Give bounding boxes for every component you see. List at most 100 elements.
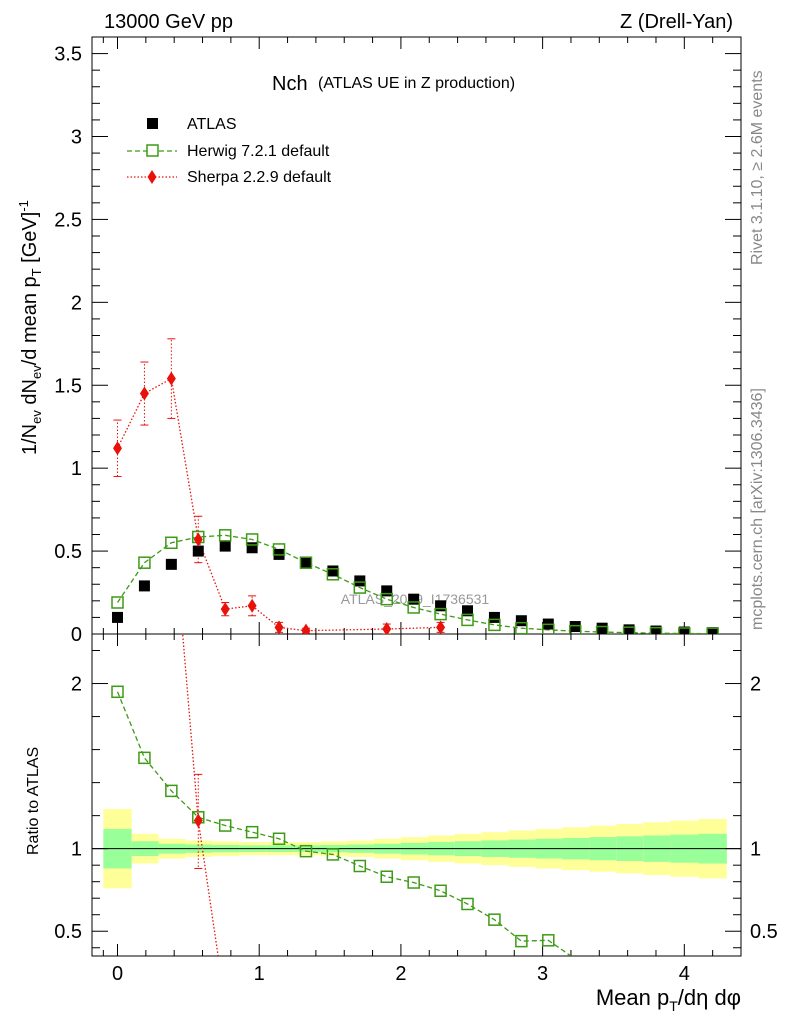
ratio-herwig-point [380, 870, 393, 883]
legend-label-sherpa: Sherpa 2.2.9 default [187, 169, 332, 186]
herwig-line [116, 534, 713, 634]
herwig-point [515, 621, 528, 634]
y-tick-label: 1.5 [54, 375, 82, 397]
xlabel-part-a-sub: T [669, 998, 678, 1014]
y-tick-label: 2.5 [54, 209, 82, 231]
herwig-point [488, 618, 501, 632]
atlas-point [435, 600, 447, 612]
ylabel-part-b: dN [19, 379, 41, 410]
atlas-point [408, 593, 420, 605]
ratio-frame [91, 633, 742, 957]
herwig-point [326, 568, 340, 581]
sherpa-point [247, 598, 257, 613]
atlas-point [462, 605, 474, 617]
atlas-point [354, 575, 366, 587]
herwig-point [165, 536, 178, 550]
ratio-herwig-point [488, 913, 501, 926]
atlas-point [596, 622, 608, 634]
atlas-point [192, 545, 204, 557]
x-tick-label: 4 [679, 963, 690, 985]
atlas-point [488, 611, 500, 623]
ylabel-part-b-sub: ev [29, 365, 44, 379]
ratio-series [111, 634, 572, 956]
ratio-herwig-point [245, 825, 259, 839]
herwig-point [380, 592, 393, 606]
sherpa-line [116, 377, 441, 632]
sherpa-point [301, 623, 311, 634]
atlas-point [515, 615, 527, 627]
herwig-point [568, 624, 582, 634]
ylabel-part-d: [GeV] [19, 212, 41, 269]
ratio-y-tick-label: 2 [71, 674, 82, 696]
xlabel-part-b: /dη dφ [678, 985, 741, 1010]
plot-title-sub: (ATLAS UE in Z production) [318, 75, 515, 92]
atlas-point [327, 565, 339, 577]
sherpa-point [382, 622, 392, 634]
ratio-herwig-point [165, 784, 178, 798]
sherpa-point [139, 386, 149, 401]
atlas-point [138, 580, 150, 592]
x-tick-label: 2 [395, 963, 406, 985]
ylabel-part-c: /d mean p [19, 276, 41, 365]
herwig-point [649, 626, 663, 634]
legend-marker-herwig [146, 144, 159, 157]
atlas-point [219, 540, 231, 552]
herwig-point [299, 556, 313, 569]
y-tick-label: 0 [71, 624, 82, 646]
legend-label-atlas: ATLAS [187, 116, 237, 133]
ratio-herwig-point [272, 832, 286, 846]
herwig-point [542, 623, 555, 634]
ratio-herwig-point [353, 859, 367, 873]
y-tick-label: 0.5 [54, 541, 82, 563]
herwig-point [407, 601, 420, 614]
ratio-herwig-point [461, 897, 474, 911]
ylabel-part-a: 1/N [19, 424, 41, 455]
x-axis-label: Mean pT/dη dφ [596, 985, 741, 1014]
herwig-point [138, 556, 151, 569]
herwig-point [111, 596, 124, 609]
header-left: 13000 GeV pp [104, 11, 233, 33]
ratio-sherpa-point [193, 813, 203, 828]
mcplots-label: mcplots.cern.ch [arXiv:1306.3436] [749, 388, 766, 630]
sherpa-point [166, 371, 176, 386]
herwig-point [622, 626, 636, 634]
ratio-herwig-point [542, 934, 555, 947]
ratio-herwig-point [111, 685, 124, 699]
atlas-point [569, 621, 581, 633]
herwig-point [461, 613, 474, 627]
ratio-y-tick-label: 0.5 [54, 921, 82, 943]
atlas-point [707, 627, 719, 634]
x-tick-label: 1 [254, 963, 265, 985]
atlas-point [650, 625, 662, 634]
sherpa-point [274, 620, 284, 634]
xlabel-part-a: Mean p [596, 985, 669, 1010]
atlas-point [381, 585, 393, 597]
atlas-point [246, 542, 258, 554]
ratio-herwig-point [434, 884, 447, 898]
ratio-y-axis-label: Ratio to ATLAS [25, 747, 42, 855]
ratio-y-tick-label-right: 1 [750, 839, 761, 861]
sherpa-point [436, 620, 446, 634]
herwig-point [434, 607, 447, 621]
atlas-point [300, 557, 312, 569]
x-tick-label: 3 [537, 963, 548, 985]
main-series [111, 338, 719, 634]
herwig-point [595, 625, 609, 634]
plot-title: Nch (ATLAS UE in Z production) [272, 73, 515, 95]
y-tick-label: 1 [71, 458, 82, 480]
y-tick-label: 3 [71, 127, 82, 149]
y-tick-label: 2 [71, 292, 82, 314]
ratio-herwig-point [407, 876, 420, 889]
sherpa-point [220, 602, 230, 617]
ratio-y-tick-label-right: 2 [750, 674, 761, 696]
ratio-herwig-point [326, 848, 340, 861]
herwig-point [678, 627, 691, 634]
ratio-herwig-point [515, 934, 528, 948]
rivet-label: Rivet 3.1.10, ≥ 2.6M events [749, 70, 766, 265]
ylabel-part-c-sub: T [29, 268, 44, 276]
herwig-point [706, 627, 719, 634]
ylabel-part-d-sup: -1 [16, 200, 31, 212]
herwig-point [245, 533, 259, 546]
atlas-point [623, 624, 635, 634]
y-tick-label: 3.5 [54, 44, 82, 66]
